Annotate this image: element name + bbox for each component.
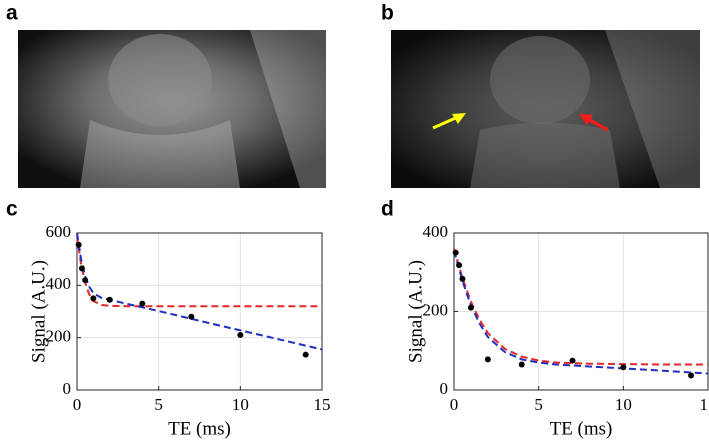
data-point <box>456 262 463 269</box>
panel-label: b <box>381 2 394 25</box>
data-point <box>237 332 244 339</box>
data-point <box>688 372 695 379</box>
x-axis-label: TE (ms) <box>550 418 613 439</box>
fit-line <box>76 235 322 308</box>
x-tick-label: 15 <box>700 395 709 414</box>
x-tick-label: 15 <box>314 395 331 414</box>
data-point <box>139 300 146 307</box>
y-tick-label: 200 <box>423 300 449 319</box>
y-axis-label: Signal (A.U.) <box>405 260 426 363</box>
y-tick-label: 400 <box>423 222 449 241</box>
y-tick-label: 0 <box>440 379 449 398</box>
data-point <box>302 351 309 358</box>
y-tick-label: 200 <box>46 327 72 346</box>
x-tick-label: 10 <box>232 395 249 414</box>
plot-frame <box>453 232 709 391</box>
data-point <box>188 313 195 320</box>
mri-image-a <box>18 30 326 188</box>
x-tick-label: 5 <box>534 395 543 414</box>
x-tick-label: 0 <box>450 395 459 414</box>
fit-line <box>76 232 323 351</box>
data-point <box>78 265 85 272</box>
fit-line <box>453 248 708 366</box>
panel-label: c <box>6 198 18 221</box>
data-point <box>620 364 627 371</box>
mri-image-b <box>391 30 700 188</box>
data-point <box>518 361 525 368</box>
data-point <box>459 275 466 282</box>
y-tick-label: 600 <box>46 222 72 241</box>
data-point <box>467 304 474 311</box>
panel-label: a <box>6 2 18 25</box>
x-tick-label: 10 <box>615 395 632 414</box>
plot-frame <box>76 232 323 391</box>
data-point <box>569 357 576 364</box>
x-tick-label: 5 <box>154 395 163 414</box>
y-tick-label: 400 <box>46 274 72 293</box>
x-tick-label: 0 <box>73 395 82 414</box>
data-point <box>106 296 113 303</box>
data-point <box>484 356 491 363</box>
data-point <box>90 295 97 302</box>
panel-label: d <box>381 198 394 221</box>
y-tick-label: 0 <box>63 379 72 398</box>
x-axis-label: TE (ms) <box>168 418 231 439</box>
data-point <box>82 277 89 284</box>
data-point <box>75 241 82 248</box>
y-axis-label: Signal (A.U.) <box>28 260 49 363</box>
data-point <box>452 249 459 256</box>
fit-line <box>453 250 709 375</box>
